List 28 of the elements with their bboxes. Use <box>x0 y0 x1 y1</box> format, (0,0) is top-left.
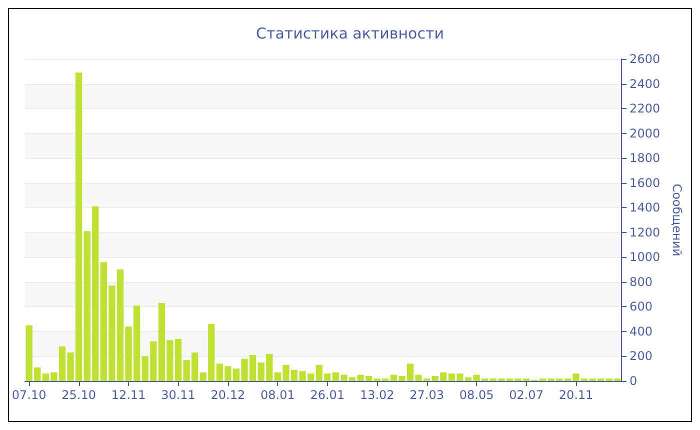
chart-title: Статистика активности <box>256 24 444 42</box>
x-tick-label: 12.11 <box>111 388 146 402</box>
x-tick-label: 27.03 <box>410 388 444 402</box>
x-tick-label: 08.01 <box>260 388 295 402</box>
y-tick-label: 400 <box>630 324 652 338</box>
y-tick-label: 800 <box>630 274 652 289</box>
x-tick-label: 13.02 <box>360 388 394 402</box>
y-tick-label: 200 <box>630 349 652 364</box>
y-tick-label: 2000 <box>630 126 660 140</box>
y-tick-label: 2200 <box>630 102 660 116</box>
x-tick-label: 26.01 <box>310 388 345 402</box>
y-tick-label: 2600 <box>630 52 660 66</box>
y-tick-label: 600 <box>630 300 652 314</box>
x-tick-label: 02.07 <box>509 388 544 402</box>
x-tick-label: 20.12 <box>210 388 246 402</box>
y-tick-label: 0 <box>630 374 638 388</box>
x-tick-label: 20.11 <box>558 388 594 402</box>
y-tick-label: 1800 <box>630 151 660 166</box>
x-tick-label: 08.05 <box>459 388 494 402</box>
y-tick-label: 1400 <box>630 200 660 215</box>
y-tick-label: 2400 <box>630 76 660 91</box>
x-tick-label: 07.10 <box>12 388 46 402</box>
y-axis-title: Сообщений <box>670 184 684 256</box>
x-tick-label: 30.11 <box>161 388 196 402</box>
y-tick-label: 1600 <box>630 176 660 190</box>
y-tick-label: 1200 <box>630 225 660 240</box>
x-tick-label: 25.10 <box>62 388 96 402</box>
y-tick-label: 1000 <box>630 250 660 264</box>
